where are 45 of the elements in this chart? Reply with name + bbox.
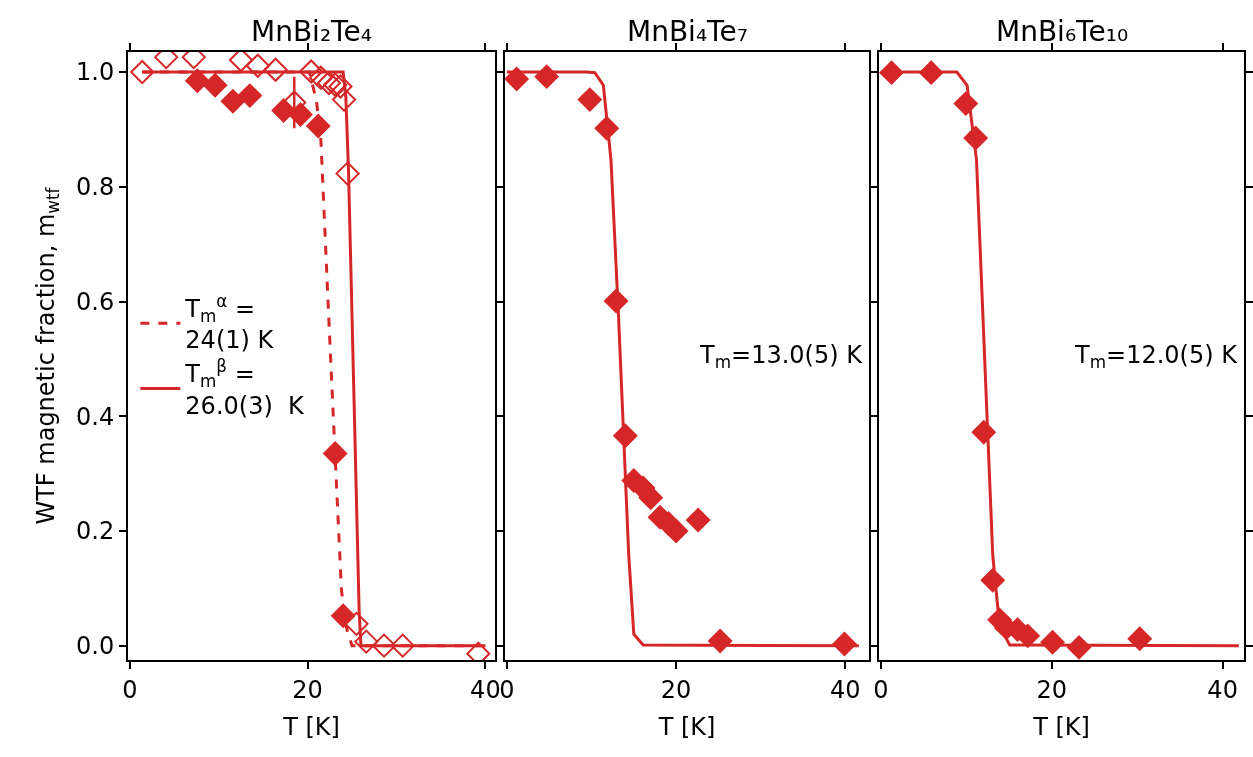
x-axis-title: T [K] (1032, 712, 1090, 741)
point (308, 65, 333, 90)
point (203, 73, 228, 98)
point (335, 161, 360, 186)
x-tick-label: 40 (470, 675, 501, 704)
y-tick-label: 0.4 (76, 402, 115, 431)
point (245, 53, 270, 78)
x-tick-label: 20 (1036, 675, 1067, 704)
point (505, 66, 529, 92)
x-tick-label: 0 (499, 675, 515, 704)
chart-title: MnBi₂Te₄ (251, 15, 372, 48)
point (263, 57, 288, 82)
y-tick-label: 0.0 (76, 632, 115, 661)
x-tick-label: 20 (292, 675, 323, 704)
point (299, 59, 324, 84)
x-tick-label: 40 (830, 675, 861, 704)
point (577, 87, 602, 112)
x-tick-label: 20 (660, 675, 692, 704)
x-tick-label: 0 (873, 675, 889, 704)
annotation: T$_{m}$=12.0(5) K (1074, 341, 1239, 373)
chart-title: MnBi₄Te₇ (627, 15, 748, 48)
x-tick-label: 0 (122, 675, 138, 704)
point (130, 60, 155, 85)
x-axis-title: T [K] (657, 712, 716, 741)
point (344, 611, 369, 636)
x-axis-title: T [K] (282, 712, 340, 741)
point (220, 89, 245, 114)
point (306, 113, 331, 139)
y-tick-label: 0.6 (76, 287, 115, 316)
point (664, 518, 689, 543)
point (686, 508, 711, 533)
point (323, 72, 348, 97)
y-tick-label: 0.2 (76, 517, 115, 546)
legend-label: T$_{m}$$^{α}$ = 24(1) K (184, 290, 275, 355)
y-tick-label: 1.0 (76, 58, 115, 87)
annotation: T$_{m}$=13.0(5) K (699, 341, 864, 373)
y-tick-label: 0.8 (76, 173, 115, 202)
point (354, 629, 379, 654)
point (331, 87, 357, 112)
chart-title: MnBi₆Te₁₀ (996, 15, 1129, 48)
point (328, 74, 353, 99)
point (390, 633, 415, 658)
x-tick-label: 40 (1207, 675, 1238, 704)
legend-label: T$_{m}$$^{β}$ = 26.0(3) K (184, 356, 306, 420)
point (237, 83, 262, 108)
